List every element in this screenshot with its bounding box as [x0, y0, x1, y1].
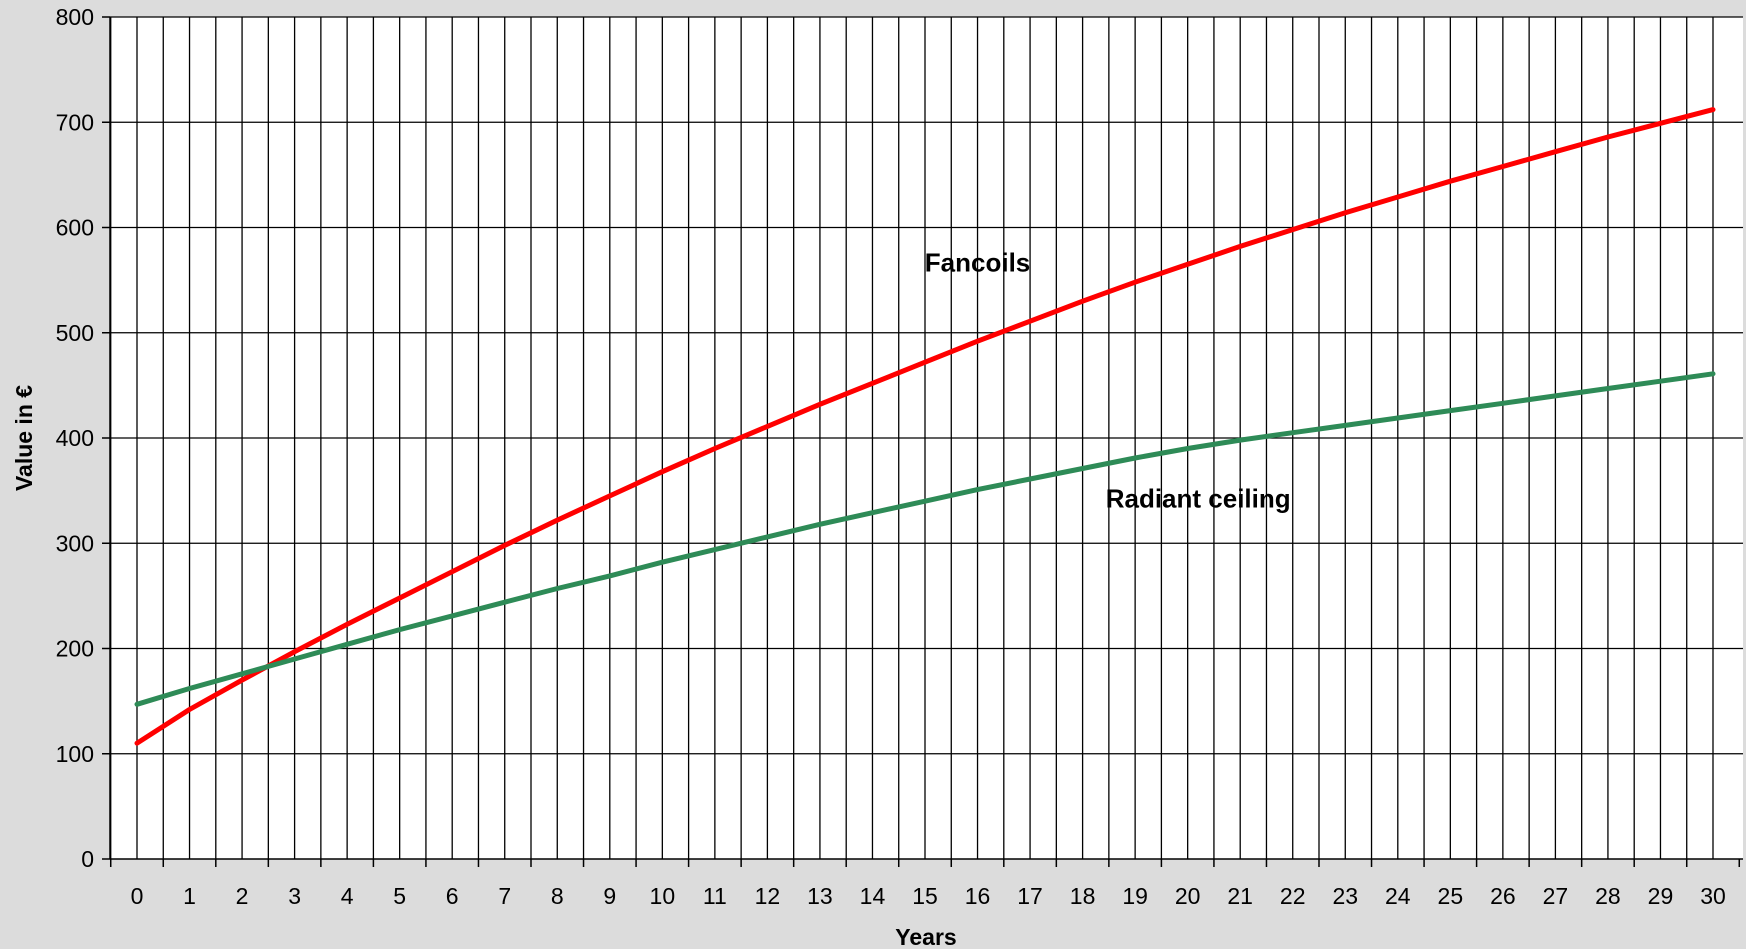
y-axis-title: Value in € — [11, 385, 37, 491]
x-tick-label: 30 — [1700, 883, 1726, 909]
x-tick-label: 14 — [860, 883, 886, 909]
x-tick-label: 13 — [807, 883, 833, 909]
x-tick-label: 26 — [1490, 883, 1516, 909]
x-tick-label: 20 — [1175, 883, 1201, 909]
y-tick-label: 0 — [81, 846, 94, 872]
x-tick-label: 8 — [551, 883, 564, 909]
x-tick-label: 18 — [1070, 883, 1096, 909]
x-tick-label: 16 — [965, 883, 991, 909]
x-tick-label: 15 — [912, 883, 938, 909]
x-tick-label: 6 — [446, 883, 459, 909]
x-tick-label: 0 — [131, 883, 144, 909]
x-tick-label: 7 — [498, 883, 511, 909]
series-line-radiant-ceiling — [134, 371, 1716, 707]
x-tick-label: 10 — [650, 883, 676, 909]
annotation-label-0: Fancoils — [925, 248, 1030, 278]
y-tick-label: 400 — [56, 425, 94, 451]
x-tick-label: 11 — [703, 883, 727, 909]
x-tick-label: 22 — [1280, 883, 1306, 909]
x-axis-title: Years — [895, 924, 956, 949]
series-lines — [134, 107, 1716, 746]
x-tick-label: 25 — [1438, 883, 1464, 909]
x-tick-label: 29 — [1648, 883, 1674, 909]
y-tick-label: 500 — [56, 320, 94, 346]
x-tick-label: 17 — [1017, 883, 1043, 909]
x-tick-label: 1 — [183, 883, 196, 909]
y-tick-label: 300 — [56, 530, 94, 556]
x-tick-label: 27 — [1543, 883, 1569, 909]
x-tick-label: 3 — [288, 883, 301, 909]
annotation-label-1: Radiant ceiling — [1106, 483, 1291, 513]
x-tick-label: 12 — [755, 883, 781, 909]
y-tick-label: 800 — [56, 4, 94, 30]
x-tick-label: 21 — [1227, 883, 1253, 909]
x-tick-label: 28 — [1595, 883, 1621, 909]
y-tick-label: 600 — [56, 215, 94, 241]
x-tick-label: 19 — [1122, 883, 1148, 909]
annotations: Fancoils Radiant ceiling — [925, 248, 1291, 514]
x-tick-label: 5 — [393, 883, 406, 909]
x-tick-label: 2 — [236, 883, 249, 909]
y-tick-label: 700 — [56, 109, 94, 135]
y-tick-label: 200 — [56, 636, 94, 662]
x-tick-label: 24 — [1385, 883, 1411, 909]
series-line-fancoils — [134, 107, 1716, 746]
x-tick-label: 9 — [603, 883, 616, 909]
x-tick-label: 4 — [341, 883, 354, 909]
x-tick-label: 23 — [1332, 883, 1358, 909]
y-tick-label: 100 — [56, 741, 94, 767]
